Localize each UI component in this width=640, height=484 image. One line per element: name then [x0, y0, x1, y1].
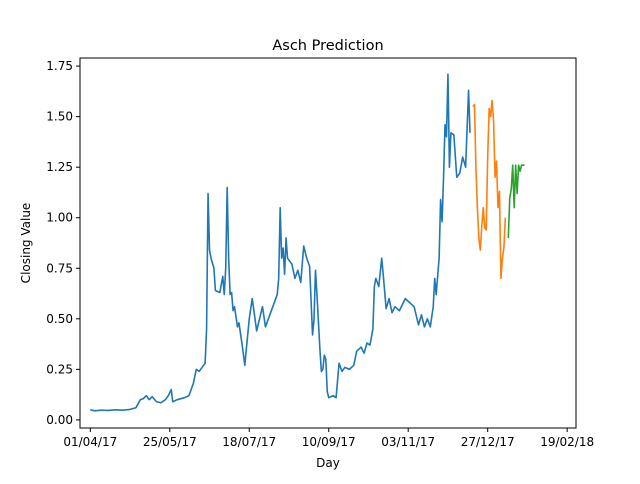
- x-tick-label: 18/07/17: [222, 435, 276, 449]
- y-tick-label: 1.25: [46, 160, 73, 174]
- x-axis: 01/04/17 25/05/17 18/07/17 10/09/17 03/11/17…: [63, 428, 594, 449]
- y-tick-label: 0.25: [46, 362, 73, 376]
- x-tick-label: 19/02/18: [540, 435, 594, 449]
- plot-frame: [79, 57, 577, 429]
- x-tick-label: 27/12/17: [461, 435, 515, 449]
- x-tick-label: 03/11/17: [381, 435, 435, 449]
- y-axis-label: Closing Value: [19, 203, 33, 284]
- y-tick-label: 1.50: [46, 110, 73, 124]
- x-axis-label: Day: [316, 456, 340, 470]
- y-tick-label: 0.75: [46, 261, 73, 275]
- y-axis: 0.00 0.25 0.50 0.75 1.00 1.25 1.50 1.75: [46, 59, 80, 427]
- series-line-2: [472, 99, 507, 280]
- x-tick-label: 01/04/17: [63, 435, 117, 449]
- series-line-1: [90, 73, 471, 412]
- series-layer: [90, 73, 525, 412]
- series-line-3: [507, 164, 525, 238]
- x-tick-label: 10/09/17: [302, 435, 356, 449]
- chart-title: Asch Prediction: [272, 38, 383, 54]
- y-tick-label: 0.00: [46, 413, 73, 427]
- y-tick-label: 0.50: [46, 312, 73, 326]
- y-tick-label: 1.00: [46, 211, 73, 225]
- y-tick-label: 1.75: [46, 59, 73, 73]
- x-tick-label: 25/05/17: [143, 435, 197, 449]
